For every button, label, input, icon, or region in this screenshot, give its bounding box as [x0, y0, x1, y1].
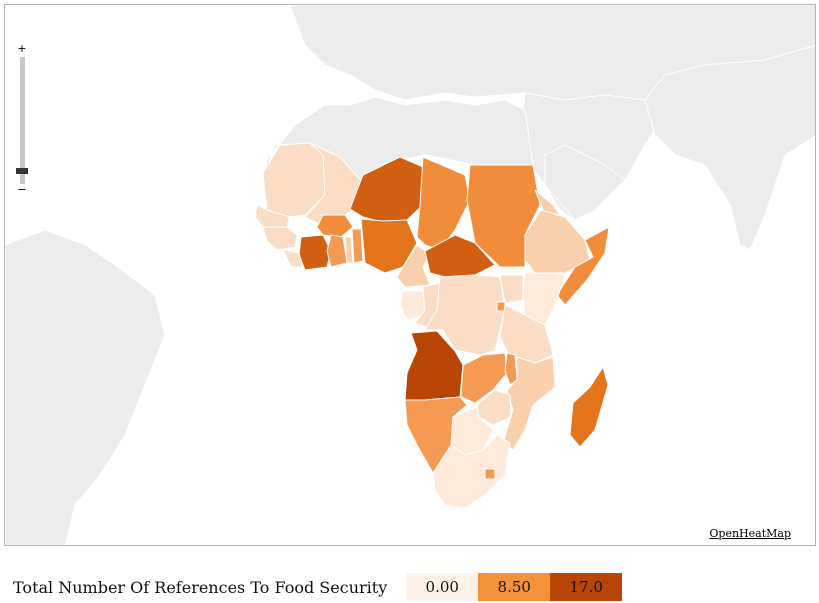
legend-swatch-high: 17.0 [550, 573, 623, 601]
country-chad [416, 156, 471, 251]
country-sudan [466, 164, 541, 268]
country-zambia [460, 352, 508, 404]
legend: Total Number Of References To Food Secur… [13, 573, 623, 601]
country-guinea [262, 226, 298, 251]
legend-swatch-mid: 8.50 [478, 573, 551, 601]
background-land [5, 5, 815, 545]
asia-landmass [644, 45, 815, 251]
country-somalia [556, 226, 610, 306]
country-cameroon [396, 244, 431, 288]
country-liberia [282, 249, 304, 268]
map-canvas [5, 5, 815, 545]
country-ivory-coast [298, 234, 332, 271]
country-tanzania [499, 304, 554, 364]
country-mozambique [502, 356, 556, 451]
arabian-peninsula-landmass [544, 144, 626, 221]
country-ghana [326, 234, 348, 268]
heat-map[interactable]: + − OpenHeatMap [4, 4, 816, 546]
zoom-out-button[interactable]: − [17, 183, 27, 196]
country-burkina-faso [316, 214, 354, 238]
country-drc [424, 274, 506, 356]
country-benin [351, 228, 364, 264]
country-madagascar [569, 365, 609, 448]
country-car [424, 234, 496, 278]
country-gabon [399, 290, 426, 321]
south-america-landmass [5, 229, 166, 545]
zoom-in-button[interactable]: + [17, 42, 27, 55]
zoom-slider-track[interactable] [20, 57, 25, 184]
country-togo [344, 236, 354, 264]
country-malawi [504, 352, 518, 386]
zoom-slider-thumb[interactable] [16, 168, 28, 175]
country-lesotho [484, 468, 496, 480]
legend-title: Total Number Of References To Food Secur… [13, 577, 388, 597]
country-uganda [499, 274, 524, 304]
country-nigeria [360, 218, 418, 274]
zoom-control: + − [14, 43, 30, 198]
legend-swatch-low: 0.00 [406, 573, 479, 601]
country-south-africa [432, 434, 511, 509]
countries [254, 142, 610, 509]
openheatmap-credit-link[interactable]: OpenHeatMap [709, 527, 791, 540]
